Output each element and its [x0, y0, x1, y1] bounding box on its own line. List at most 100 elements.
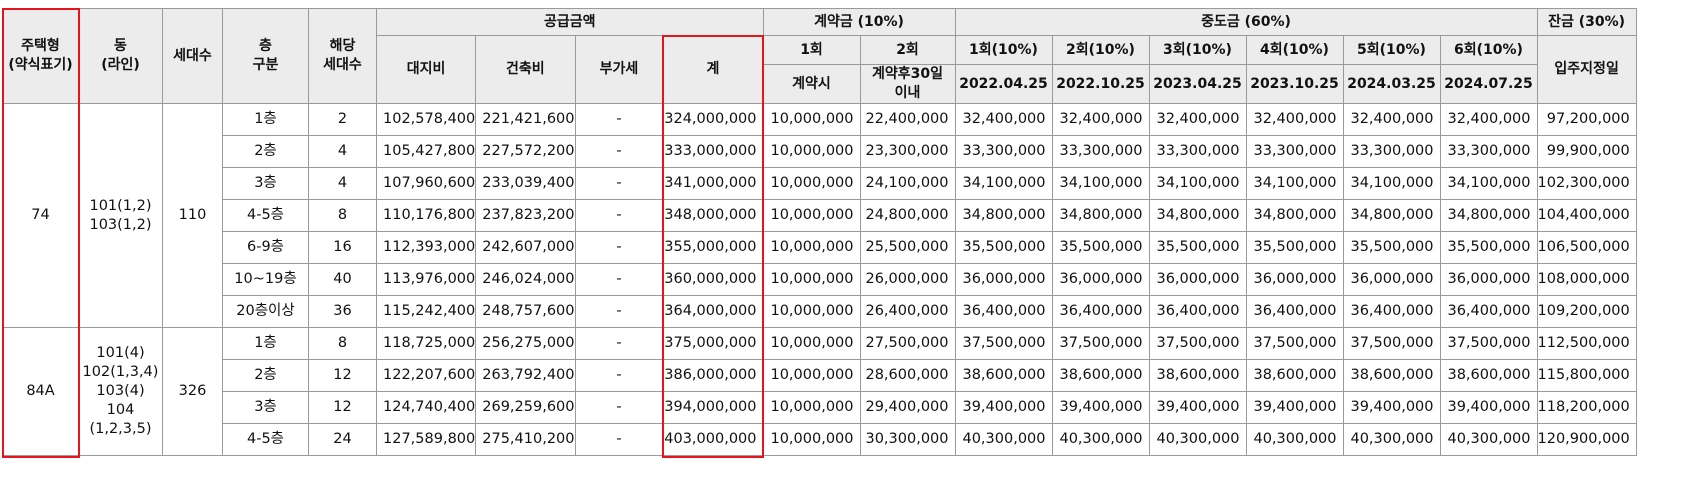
header-installment-2: 2회(10%) — [1051, 35, 1150, 65]
cell-contract-2: 27,500,000 — [859, 327, 956, 360]
cell-floor-count: 40 — [308, 263, 377, 296]
cell-installment-1: 33,300,000 — [954, 135, 1053, 168]
cell-installment-2: 33,300,000 — [1051, 135, 1150, 168]
cell-installment-2: 35,500,000 — [1051, 231, 1150, 264]
cell-installment-4: 33,300,000 — [1245, 135, 1344, 168]
header-installment-4: 4회(10%) — [1245, 35, 1344, 65]
cell-total: 364,000,000 — [662, 295, 764, 328]
cell-building: 233,039,400 — [475, 167, 576, 200]
price-table-wrapper: 주택형 (약식표기) 동 (라인) 세대수 층 구분 해당 세대수 공급금액 계약금 (… — [1, 7, 1637, 458]
cell-installment-5: 38,600,000 — [1342, 359, 1441, 392]
cell-contract-2: 25,500,000 — [859, 231, 956, 264]
cell-vat: - — [574, 327, 664, 360]
cell-contract-1: 10,000,000 — [762, 103, 861, 136]
cell-contract-1: 10,000,000 — [762, 423, 861, 456]
cell-balance: 108,000,000 — [1536, 263, 1637, 296]
cell-floor-count: 36 — [308, 295, 377, 328]
cell-contract-2: 24,100,000 — [859, 167, 956, 200]
cell-balance: 112,500,000 — [1536, 327, 1637, 360]
cell-balance: 120,900,000 — [1536, 423, 1637, 456]
header-balance: 잔금 (30%) — [1536, 8, 1637, 36]
cell-installment-2: 32,400,000 — [1051, 103, 1150, 136]
cell-installment-5: 36,000,000 — [1342, 263, 1441, 296]
header-contract: 계약금 (10%) — [762, 8, 956, 36]
cell-installment-2: 38,600,000 — [1051, 359, 1150, 392]
cell-total: 355,000,000 — [662, 231, 764, 264]
header-installment-3: 3회(10%) — [1148, 35, 1247, 65]
cell-installment-6: 34,100,000 — [1439, 167, 1538, 200]
table-row: 2층 12 122,207,600 263,792,400-386,000,000 10… — [3, 359, 1637, 392]
cell-contract-1: 10,000,000 — [762, 167, 861, 200]
cell-type: 74 — [2, 103, 79, 328]
cell-land: 112,393,000 — [375, 231, 477, 264]
header-floor: 층 구분 — [222, 8, 309, 104]
cell-contract-2: 23,300,000 — [859, 135, 956, 168]
header-contract-2-sub: 계약후30일 이내 — [859, 64, 956, 104]
cell-installment-1: 34,100,000 — [954, 167, 1053, 200]
cell-building: 256,275,000 — [475, 327, 576, 360]
cell-installment-5: 40,300,000 — [1342, 423, 1441, 456]
cell-installment-3: 35,500,000 — [1148, 231, 1247, 264]
cell-floor: 6-9층 — [222, 231, 309, 264]
cell-contract-1: 10,000,000 — [762, 263, 861, 296]
header-installment-3-date: 2023.04.25 — [1148, 64, 1247, 104]
cell-floor-count: 16 — [308, 231, 377, 264]
cell-floor: 1층 — [222, 327, 309, 360]
cell-floor-count: 8 — [308, 327, 377, 360]
cell-balance: 118,200,000 — [1536, 391, 1637, 424]
header-floor-households: 해당 세대수 — [308, 8, 377, 104]
price-table: 주택형 (약식표기) 동 (라인) 세대수 층 구분 해당 세대수 공급금액 계약금 (… — [2, 8, 1637, 456]
cell-vat: - — [574, 135, 664, 168]
cell-vat: - — [574, 359, 664, 392]
cell-installment-2: 34,800,000 — [1051, 199, 1150, 232]
cell-installment-4: 36,400,000 — [1245, 295, 1344, 328]
cell-installment-6: 34,800,000 — [1439, 199, 1538, 232]
cell-contract-2: 24,800,000 — [859, 199, 956, 232]
cell-installment-4: 37,500,000 — [1245, 327, 1344, 360]
cell-land: 122,207,600 — [375, 359, 477, 392]
cell-installment-5: 34,100,000 — [1342, 167, 1441, 200]
header-contract-1-sub: 계약시 — [762, 64, 861, 104]
table-body: 74 101(1,2) 103(1,2) 110 1층 2 102,578,400 221,4… — [2, 103, 1637, 456]
cell-total: 324,000,000 — [662, 103, 764, 136]
cell-floor: 1층 — [222, 103, 309, 136]
cell-installment-1: 37,500,000 — [954, 327, 1053, 360]
cell-contract-1: 10,000,000 — [762, 359, 861, 392]
table-row: 4-5층 24 127,589,800 275,410,200-403,000,000… — [3, 423, 1637, 456]
cell-total: 403,000,000 — [662, 423, 764, 456]
cell-dong: 101(1,2) 103(1,2) — [78, 103, 163, 328]
cell-land: 118,725,000 — [375, 327, 477, 360]
cell-installment-2: 36,000,000 — [1051, 263, 1150, 296]
header-vat: 부가세 — [574, 35, 664, 104]
cell-households: 326 — [162, 327, 223, 456]
cell-installment-4: 32,400,000 — [1245, 103, 1344, 136]
cell-contract-1: 10,000,000 — [762, 231, 861, 264]
cell-total: 348,000,000 — [662, 199, 764, 232]
cell-building: 237,823,200 — [475, 199, 576, 232]
cell-contract-1: 10,000,000 — [762, 391, 861, 424]
cell-land: 107,960,600 — [375, 167, 477, 200]
cell-installment-3: 39,400,000 — [1148, 391, 1247, 424]
cell-floor-count: 4 — [308, 167, 377, 200]
cell-total: 394,000,000 — [662, 391, 764, 424]
header-building: 건축비 — [475, 35, 576, 104]
cell-balance: 106,500,000 — [1536, 231, 1637, 264]
cell-installment-5: 32,400,000 — [1342, 103, 1441, 136]
table-row: 20층이상 36 115,242,400 248,757,600-364,000,00… — [3, 295, 1637, 328]
cell-installment-4: 35,500,000 — [1245, 231, 1344, 264]
header-installment-4-date: 2023.10.25 — [1245, 64, 1344, 104]
cell-installment-1: 40,300,000 — [954, 423, 1053, 456]
cell-floor-count: 24 — [308, 423, 377, 456]
cell-floor: 20층이상 — [222, 295, 309, 328]
cell-total: 386,000,000 — [662, 359, 764, 392]
cell-installment-3: 32,400,000 — [1148, 103, 1247, 136]
cell-installment-6: 39,400,000 — [1439, 391, 1538, 424]
cell-building: 246,024,000 — [475, 263, 576, 296]
cell-contract-2: 30,300,000 — [859, 423, 956, 456]
cell-floor: 2층 — [222, 135, 309, 168]
cell-contract-2: 26,400,000 — [859, 295, 956, 328]
cell-total: 360,000,000 — [662, 263, 764, 296]
cell-balance: 102,300,000 — [1536, 167, 1637, 200]
cell-households: 110 — [162, 103, 223, 328]
table-row: 6-9층 16 112,393,000 242,607,000-355,000,000… — [3, 231, 1637, 264]
